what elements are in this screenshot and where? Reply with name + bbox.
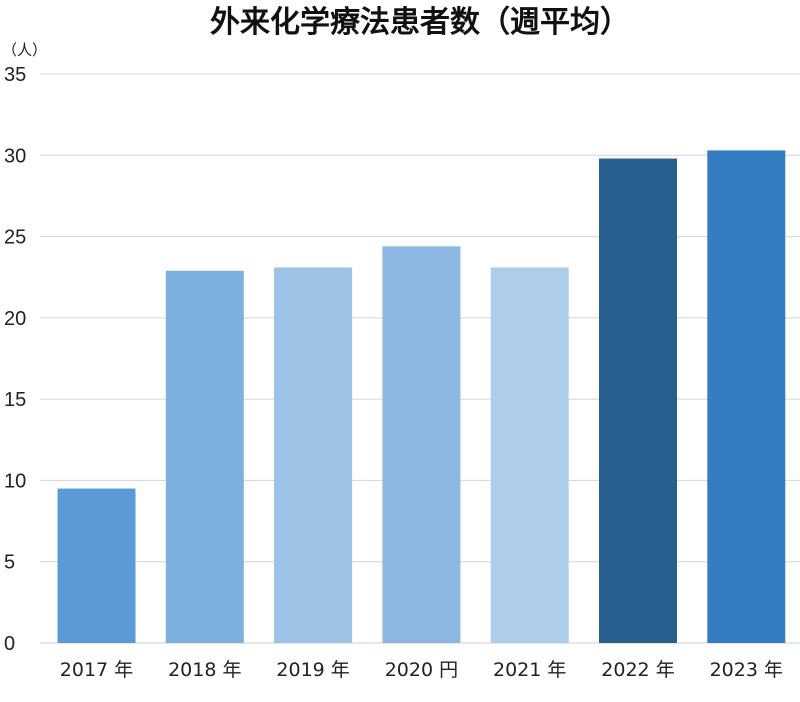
- bars: [57, 150, 786, 643]
- x-axis-ticks: 2017 年 2018 年 2019 年 2020 円 2021 年 2022 年 2023…: [60, 659, 783, 681]
- bar-1: [165, 270, 244, 643]
- bar-6: [707, 150, 786, 643]
- y-tick-label: 20: [4, 308, 26, 330]
- bar-2: [274, 267, 353, 643]
- x-tick-label: 2019 年: [276, 659, 349, 681]
- y-tick-label: 30: [4, 145, 26, 167]
- chart-title: 外来化学療法患者数（週平均）: [210, 5, 630, 40]
- x-tick-label: 2021 年: [493, 659, 566, 681]
- bar-5: [599, 158, 677, 643]
- y-tick-label: 0: [4, 633, 15, 655]
- y-tick-label: 15: [4, 389, 26, 411]
- x-tick-label: 2023 年: [710, 659, 783, 681]
- x-tick-label: 2022 年: [601, 659, 674, 681]
- x-tick-label: 2020 円: [385, 659, 458, 681]
- x-tick-label: 2017 年: [60, 659, 133, 681]
- y-tick-label: 25: [4, 227, 26, 249]
- y-tick-label: 35: [4, 64, 26, 86]
- y-tick-label: 5: [4, 552, 15, 574]
- y-axis-unit-label: （人）: [2, 41, 47, 59]
- x-tick-label: 2018 年: [168, 659, 241, 681]
- bar-4: [490, 267, 569, 643]
- y-axis-ticks: 0 5 10 15 20 25 30 35: [4, 64, 26, 655]
- y-tick-label: 10: [4, 470, 26, 492]
- bar-0: [57, 488, 136, 643]
- bar-3: [382, 246, 461, 643]
